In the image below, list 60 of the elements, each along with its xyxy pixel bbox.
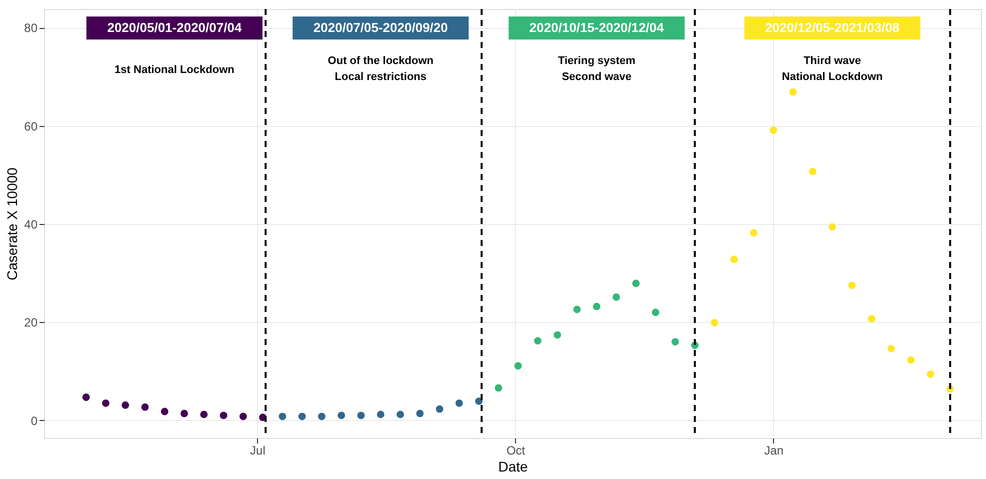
- x-tick-label: Jan: [764, 444, 784, 458]
- point: [455, 399, 463, 407]
- point: [652, 308, 660, 316]
- annotation: Third wave National Lockdown: [782, 55, 884, 83]
- point: [730, 256, 738, 264]
- point: [200, 410, 208, 418]
- text: 2020/10/15-2020/12/04: [529, 20, 665, 35]
- annotation: Tiering system Second wave: [558, 55, 636, 83]
- y-tick-label: 60: [24, 119, 38, 134]
- point: [926, 370, 934, 378]
- point: [534, 337, 542, 345]
- point: [220, 412, 228, 420]
- point: [82, 394, 90, 401]
- point: [357, 412, 365, 420]
- point: [278, 412, 286, 420]
- y-tick-label: 80: [24, 21, 38, 36]
- annotation: Out of the lockdown Local restrictions: [328, 55, 434, 83]
- text: 2020/07/05-2020/09/20: [313, 20, 448, 35]
- point: [102, 399, 110, 407]
- text: 2020/12/05-2021/03/08: [765, 20, 900, 35]
- point: [907, 356, 915, 364]
- point: [514, 362, 522, 370]
- point: [338, 412, 346, 420]
- point: [436, 405, 444, 413]
- point: [612, 293, 620, 301]
- point: [376, 410, 384, 418]
- point: [141, 403, 149, 411]
- x-axis-title: Date: [498, 458, 528, 474]
- point: [770, 126, 778, 134]
- point: [868, 315, 876, 322]
- point: [475, 397, 483, 405]
- point: [122, 401, 130, 409]
- point: [672, 338, 679, 346]
- point: [710, 318, 718, 326]
- point: [416, 410, 424, 418]
- point: [750, 229, 758, 237]
- point: [848, 282, 856, 290]
- point: [298, 412, 306, 420]
- point: [632, 280, 640, 288]
- point: [318, 412, 326, 420]
- point: [160, 408, 168, 416]
- annotation: 1st National Lockdown: [114, 64, 235, 76]
- y-tick-label: 0: [30, 414, 38, 428]
- point: [789, 88, 797, 96]
- point: [239, 412, 247, 420]
- point: [554, 331, 562, 339]
- point: [828, 223, 836, 231]
- y-axis-title: Caserate X 10000: [4, 167, 20, 280]
- point: [808, 168, 816, 176]
- point: [888, 344, 895, 352]
- point: [573, 306, 581, 314]
- point: [494, 384, 502, 392]
- y-tick-label: 40: [24, 217, 38, 232]
- text: 2020/05/01-2020/07/04: [107, 20, 242, 35]
- point: [180, 410, 188, 418]
- x-tick-label: Oct: [506, 444, 526, 458]
- point: [396, 410, 404, 418]
- y-tick-label: 20: [24, 316, 38, 330]
- x-tick-label: Jul: [250, 444, 266, 458]
- point: [592, 302, 600, 310]
